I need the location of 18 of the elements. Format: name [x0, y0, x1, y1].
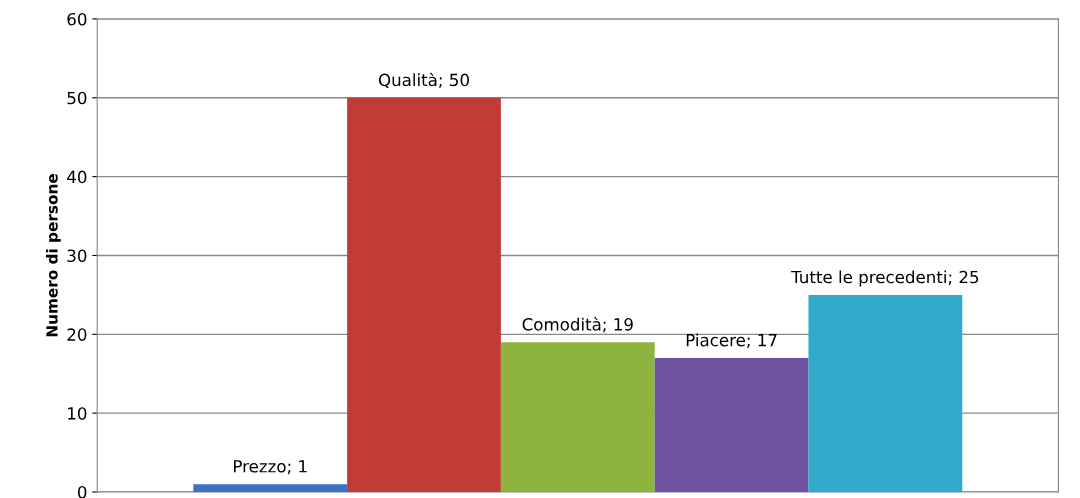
y-tick-label: 10: [68, 407, 87, 420]
bar: [500, 342, 655, 493]
bar: [654, 357, 809, 493]
y-tick-label: 40: [67, 170, 87, 184]
data-label: Comodità; 19: [522, 317, 633, 333]
y-tick-label: 60: [67, 12, 87, 26]
bar: [193, 484, 348, 493]
data-label: Prezzo; 1: [234, 460, 307, 475]
y-tick-label: 30: [67, 249, 87, 263]
y-tick-label: 0: [77, 485, 87, 498]
data-label: Tutte le precedenti; 25: [791, 270, 979, 287]
data-label: Qualità; 50: [378, 72, 469, 89]
bar: [347, 97, 501, 493]
bar: [808, 294, 963, 493]
data-label: Piacere; 17: [686, 333, 777, 349]
y-axis-title: Numero di persone: [45, 173, 61, 337]
y-tick-label: 20: [67, 328, 87, 341]
y-tick-label: 50: [67, 91, 87, 105]
